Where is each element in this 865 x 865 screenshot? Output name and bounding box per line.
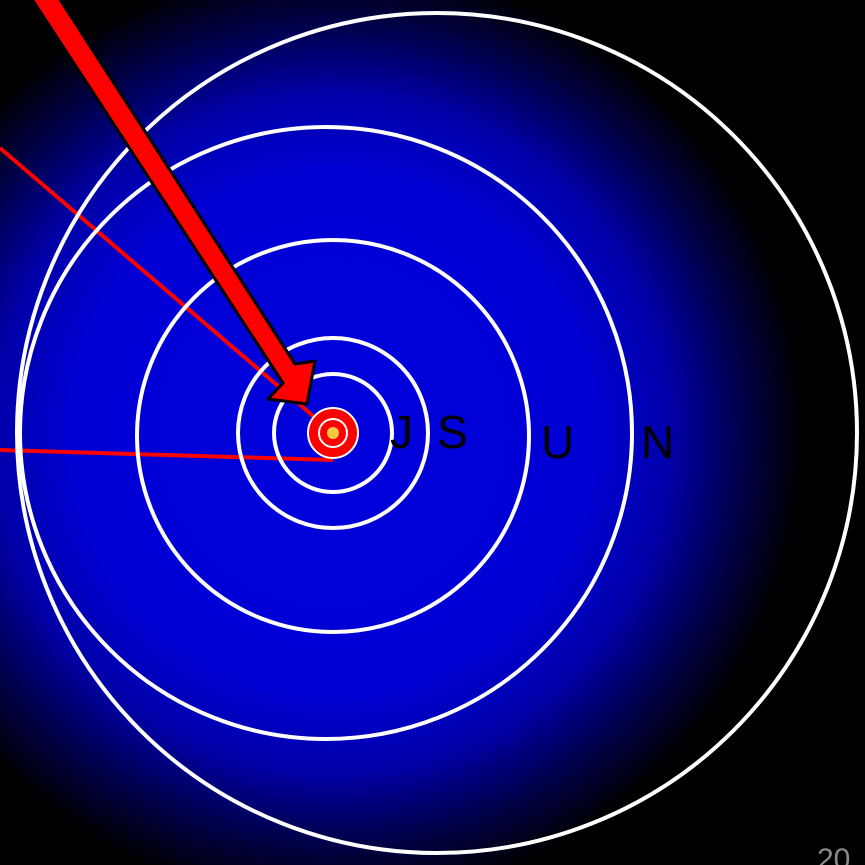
orbit-neptune [18, 125, 634, 741]
label-jupiter: J [390, 406, 413, 458]
orbit-uranus [135, 238, 531, 634]
orbit-outer [15, 11, 859, 855]
label-saturn: S [437, 406, 468, 458]
label-neptune: N [641, 416, 674, 468]
sun-icon [307, 407, 359, 459]
sightline-upper [0, 146, 335, 435]
orbit-saturn [236, 336, 430, 530]
orbit-jupiter [272, 372, 394, 494]
pointer-arrow [30, 0, 317, 406]
orbit-rings [15, 11, 859, 855]
page-number: 20 [817, 843, 850, 865]
sightline-lower [0, 448, 334, 462]
label-uranus: U [541, 416, 574, 468]
